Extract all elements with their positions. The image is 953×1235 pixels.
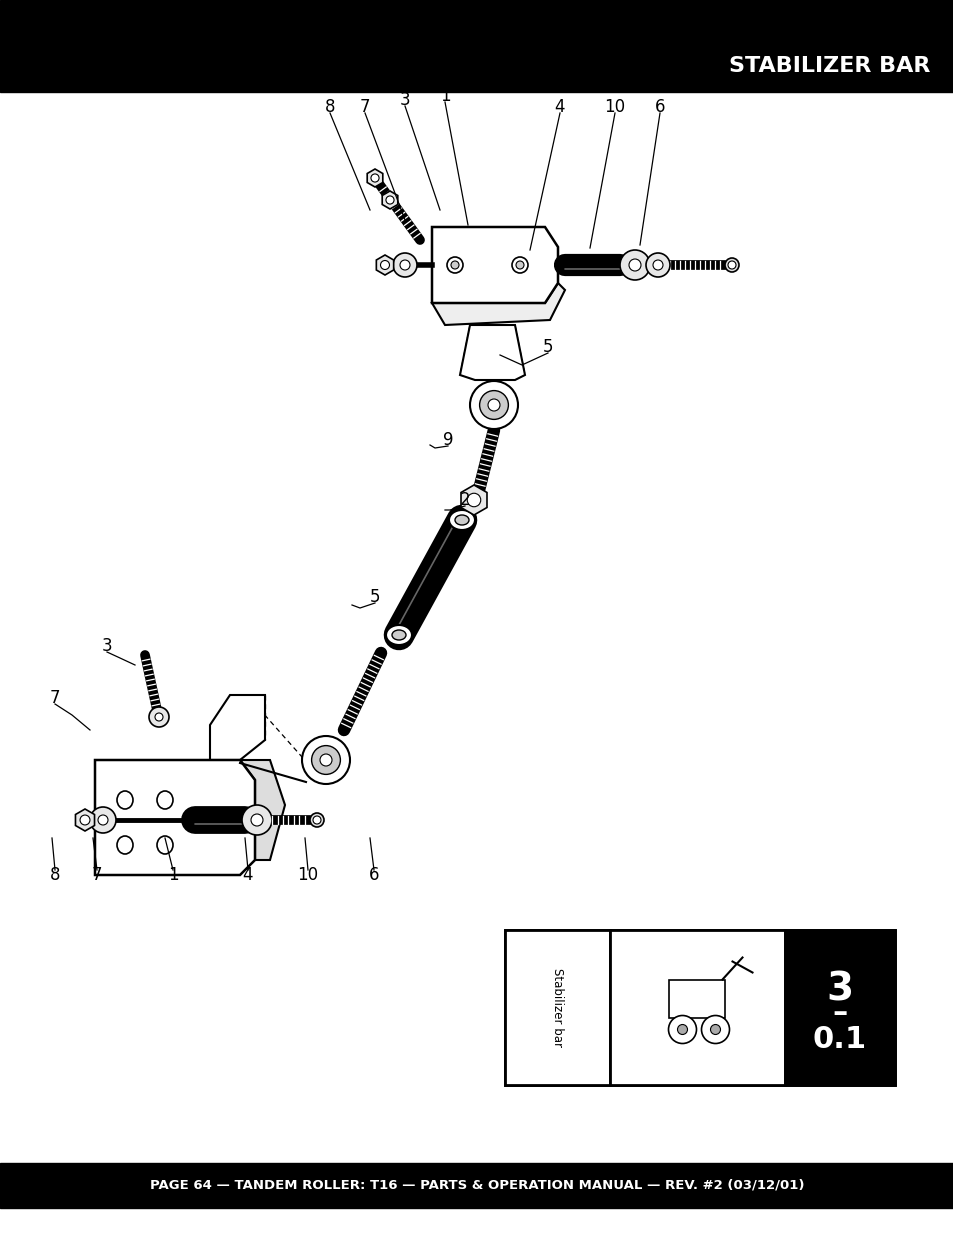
Ellipse shape bbox=[652, 261, 662, 270]
Ellipse shape bbox=[677, 1025, 687, 1035]
Ellipse shape bbox=[724, 258, 739, 272]
Ellipse shape bbox=[242, 805, 272, 835]
Ellipse shape bbox=[313, 816, 320, 824]
Text: PAGE 64 — TANDEM ROLLER: T16 — PARTS & OPERATION MANUAL — REV. #2 (03/12/01): PAGE 64 — TANDEM ROLLER: T16 — PARTS & O… bbox=[150, 1179, 803, 1192]
Text: 8: 8 bbox=[324, 98, 335, 116]
Ellipse shape bbox=[710, 1025, 720, 1035]
Ellipse shape bbox=[393, 253, 416, 277]
Polygon shape bbox=[459, 325, 524, 380]
Ellipse shape bbox=[386, 625, 412, 645]
Ellipse shape bbox=[399, 261, 410, 270]
Bar bbox=[784, 930, 894, 1086]
Polygon shape bbox=[432, 283, 564, 325]
Text: 8: 8 bbox=[50, 866, 60, 884]
Text: 6: 6 bbox=[369, 866, 379, 884]
Ellipse shape bbox=[619, 249, 649, 280]
Text: 2: 2 bbox=[459, 492, 470, 509]
Ellipse shape bbox=[157, 790, 172, 809]
Ellipse shape bbox=[302, 736, 350, 784]
Text: 3: 3 bbox=[399, 91, 410, 109]
Bar bbox=[609, 930, 784, 1086]
Text: 1: 1 bbox=[439, 86, 450, 105]
Text: 7: 7 bbox=[91, 866, 102, 884]
Text: 9: 9 bbox=[442, 431, 453, 450]
Polygon shape bbox=[75, 809, 94, 831]
Ellipse shape bbox=[154, 713, 163, 721]
Ellipse shape bbox=[117, 836, 132, 853]
Text: Stabilizer bar: Stabilizer bar bbox=[551, 968, 563, 1047]
Bar bbox=[0, 0, 953, 91]
Ellipse shape bbox=[467, 493, 480, 506]
Text: 6: 6 bbox=[654, 98, 664, 116]
Ellipse shape bbox=[470, 382, 517, 429]
Text: 7: 7 bbox=[50, 689, 60, 706]
Polygon shape bbox=[375, 254, 394, 275]
Text: –: – bbox=[832, 998, 846, 1028]
Ellipse shape bbox=[157, 836, 172, 853]
Ellipse shape bbox=[727, 261, 735, 269]
Polygon shape bbox=[432, 227, 558, 303]
Ellipse shape bbox=[380, 261, 389, 269]
Text: 5: 5 bbox=[542, 338, 553, 356]
Ellipse shape bbox=[312, 746, 340, 774]
Ellipse shape bbox=[455, 515, 469, 525]
Ellipse shape bbox=[451, 261, 458, 269]
Text: 1: 1 bbox=[168, 866, 178, 884]
Ellipse shape bbox=[447, 257, 462, 273]
Bar bbox=[669, 979, 724, 1018]
Ellipse shape bbox=[668, 1015, 696, 1044]
Ellipse shape bbox=[149, 706, 169, 727]
Ellipse shape bbox=[516, 261, 523, 269]
Polygon shape bbox=[240, 760, 285, 860]
Text: 3: 3 bbox=[825, 971, 853, 1009]
Ellipse shape bbox=[512, 257, 527, 273]
Ellipse shape bbox=[479, 390, 508, 420]
Text: 3: 3 bbox=[102, 637, 112, 655]
Text: 5: 5 bbox=[370, 588, 380, 606]
Ellipse shape bbox=[251, 814, 263, 826]
Polygon shape bbox=[460, 485, 486, 515]
Bar bbox=[0, 1163, 953, 1208]
Ellipse shape bbox=[392, 630, 406, 640]
Ellipse shape bbox=[386, 196, 394, 204]
Polygon shape bbox=[382, 191, 397, 209]
Ellipse shape bbox=[319, 755, 332, 766]
Bar bbox=[504, 930, 894, 1086]
Ellipse shape bbox=[488, 399, 499, 411]
Text: STABILIZER BAR: STABILIZER BAR bbox=[728, 56, 929, 77]
Ellipse shape bbox=[90, 806, 116, 832]
Ellipse shape bbox=[80, 815, 90, 825]
Text: 10: 10 bbox=[297, 866, 318, 884]
Text: 4: 4 bbox=[242, 866, 253, 884]
Bar bbox=[504, 930, 609, 1086]
Ellipse shape bbox=[645, 253, 669, 277]
Text: 7: 7 bbox=[359, 98, 370, 116]
Polygon shape bbox=[210, 695, 265, 760]
Text: 0.1: 0.1 bbox=[812, 1025, 866, 1053]
Ellipse shape bbox=[371, 174, 378, 182]
Text: 10: 10 bbox=[604, 98, 625, 116]
Ellipse shape bbox=[700, 1015, 729, 1044]
Polygon shape bbox=[95, 760, 254, 876]
Ellipse shape bbox=[117, 790, 132, 809]
Ellipse shape bbox=[310, 813, 324, 827]
Polygon shape bbox=[367, 169, 382, 186]
Ellipse shape bbox=[449, 510, 475, 530]
Text: 4: 4 bbox=[554, 98, 565, 116]
Ellipse shape bbox=[98, 815, 108, 825]
Ellipse shape bbox=[628, 259, 640, 270]
